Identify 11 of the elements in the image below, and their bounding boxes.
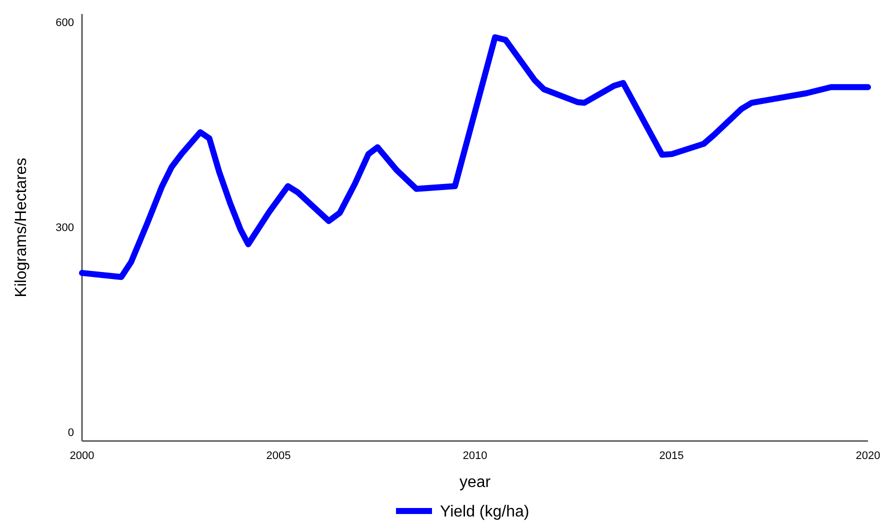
y-axis-title: Kilograms/Hectares [13, 158, 30, 298]
x-tick-label: 2010 [462, 450, 488, 462]
y-tick-label: 0 [68, 426, 74, 439]
x-tick-label: 2015 [659, 450, 684, 462]
x-axis-title: year [459, 474, 492, 491]
legend-label: Yield (kg/ha) [440, 504, 530, 521]
x-tick-label: 2000 [70, 450, 94, 462]
x-tick-label: 2020 [856, 450, 880, 462]
y-tick-label: 300 [56, 222, 74, 234]
y-tick-label: 600 [56, 17, 74, 30]
x-tick-label: 2005 [266, 450, 291, 462]
